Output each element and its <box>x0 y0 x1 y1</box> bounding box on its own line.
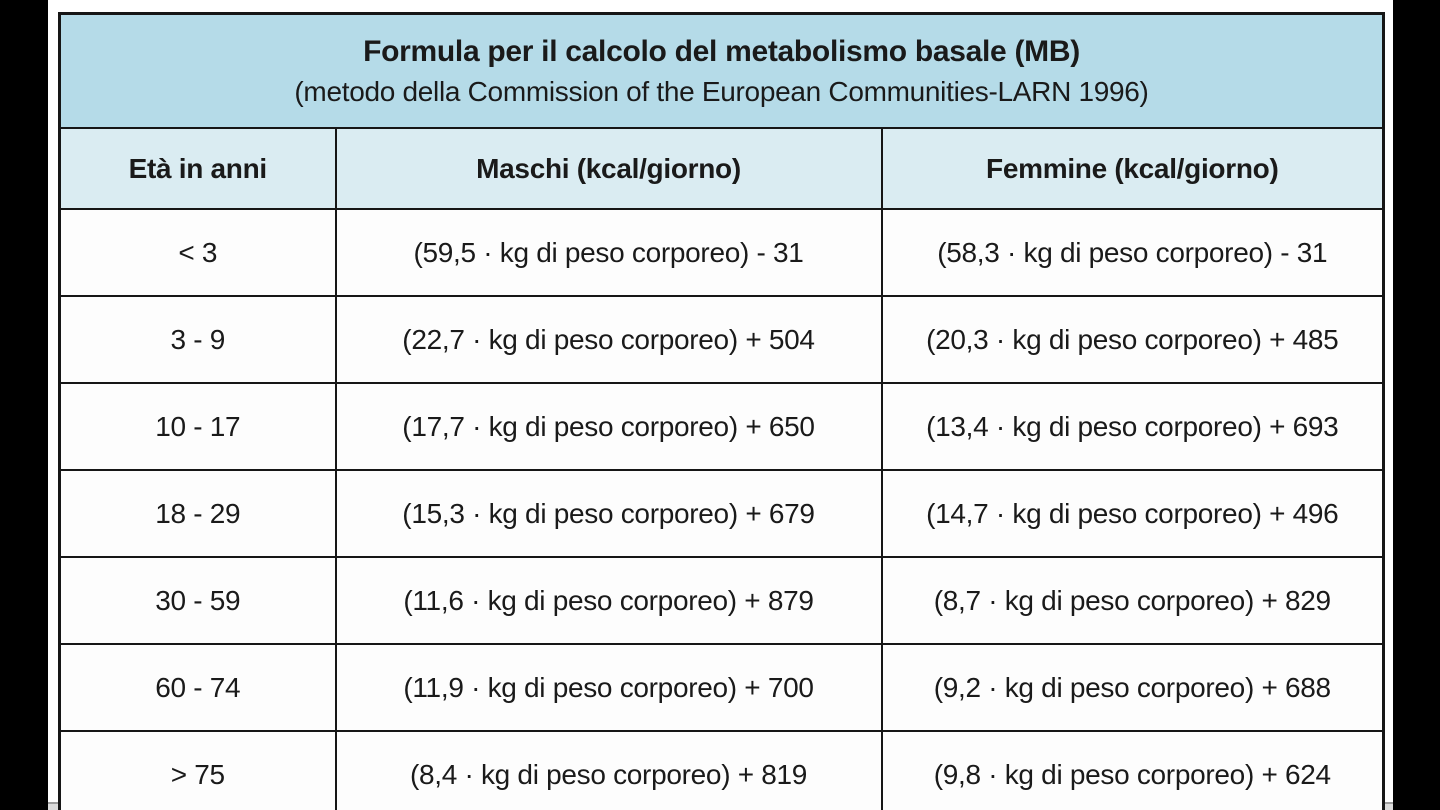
column-header-female: Femmine (kcal/giorno) <box>880 127 1385 210</box>
table-body: < 3 (59,5 · kg di peso corporeo) - 31 (5… <box>58 208 1385 810</box>
age-cell: 18 - 29 <box>58 469 337 558</box>
age-cell: 60 - 74 <box>58 643 337 732</box>
left-letterbox-bar <box>0 0 48 810</box>
column-header-row: Età in anni Maschi (kcal/giorno) Femmine… <box>58 127 1385 210</box>
male-formula-cell: (11,6 · kg di peso corporeo) + 879 <box>334 556 883 645</box>
female-formula-cell: (8,7 · kg di peso corporeo) + 829 <box>880 556 1385 645</box>
female-formula-cell: (58,3 · kg di peso corporeo) - 31 <box>880 208 1385 297</box>
table-row: 10 - 17 (17,7 · kg di peso corporeo) + 6… <box>58 382 1385 471</box>
female-formula-cell: (20,3 · kg di peso corporeo) + 485 <box>880 295 1385 384</box>
table-row: < 3 (59,5 · kg di peso corporeo) - 31 (5… <box>58 208 1385 297</box>
age-cell: 3 - 9 <box>58 295 337 384</box>
male-formula-cell: (17,7 · kg di peso corporeo) + 650 <box>334 382 883 471</box>
male-formula-cell: (59,5 · kg di peso corporeo) - 31 <box>334 208 883 297</box>
column-header-age: Età in anni <box>58 127 337 210</box>
male-formula-cell: (11,9 · kg di peso corporeo) + 700 <box>334 643 883 732</box>
age-cell: > 75 <box>58 730 337 810</box>
metabolism-formula-table: Formula per il calcolo del metabolismo b… <box>58 12 1386 810</box>
male-formula-cell: (15,3 · kg di peso corporeo) + 679 <box>334 469 883 558</box>
age-cell: 30 - 59 <box>58 556 337 645</box>
right-letterbox-bar <box>1393 0 1440 810</box>
age-cell: 10 - 17 <box>58 382 337 471</box>
table-subtitle: (metodo della Commission of the European… <box>294 76 1149 108</box>
table-row: 30 - 59 (11,6 · kg di peso corporeo) + 8… <box>58 556 1385 645</box>
female-formula-cell: (14,7 · kg di peso corporeo) + 496 <box>880 469 1385 558</box>
male-formula-cell: (22,7 · kg di peso corporeo) + 504 <box>334 295 883 384</box>
table-title-row: Formula per il calcolo del metabolismo b… <box>58 12 1385 129</box>
table-title: Formula per il calcolo del metabolismo b… <box>363 34 1080 68</box>
table-row: 18 - 29 (15,3 · kg di peso corporeo) + 6… <box>58 469 1385 558</box>
table-row: 3 - 9 (22,7 · kg di peso corporeo) + 504… <box>58 295 1385 384</box>
table-row: 60 - 74 (11,9 · kg di peso corporeo) + 7… <box>58 643 1385 732</box>
table-row: > 75 (8,4 · kg di peso corporeo) + 819 (… <box>58 730 1385 810</box>
male-formula-cell: (8,4 · kg di peso corporeo) + 819 <box>334 730 883 810</box>
female-formula-cell: (9,8 · kg di peso corporeo) + 624 <box>880 730 1385 810</box>
table-title-cell: Formula per il calcolo del metabolismo b… <box>58 12 1385 129</box>
column-header-male: Maschi (kcal/giorno) <box>334 127 883 210</box>
female-formula-cell: (9,2 · kg di peso corporeo) + 688 <box>880 643 1385 732</box>
age-cell: < 3 <box>58 208 337 297</box>
female-formula-cell: (13,4 · kg di peso corporeo) + 693 <box>880 382 1385 471</box>
